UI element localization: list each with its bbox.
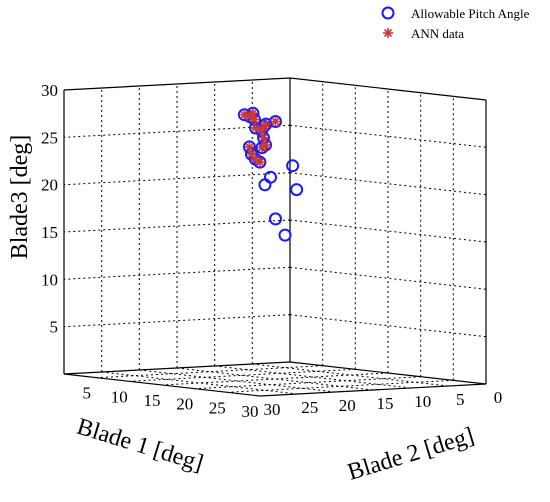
asterisk-stroke (245, 142, 254, 152)
asterisk-stroke (251, 154, 260, 164)
y-tick-label: 10 (111, 387, 128, 406)
axis-box (63, 77, 487, 397)
asterisk-stroke (259, 133, 268, 142)
floor-grid-line (176, 367, 374, 391)
axis-box-edge (63, 77, 291, 91)
ann-data-point (259, 121, 269, 132)
z-tick-label: 5 (50, 318, 59, 337)
floor-grid-line (96, 365, 323, 379)
asterisk-stroke (255, 157, 265, 167)
asterisk-stroke (240, 110, 249, 119)
ann-data-point (270, 116, 281, 127)
floor-grid-line (161, 372, 389, 386)
y-tick-label: 5 (82, 384, 91, 403)
asterisk-stroke (250, 115, 259, 124)
ann-data-point (254, 157, 265, 168)
legend-label-allowable: Allowable Pitch Angle (411, 6, 530, 21)
z-tick-label: 25 (41, 128, 58, 147)
allowable-pitch-point (264, 170, 277, 184)
y-axis-label: Blade 2 [deg] (345, 423, 478, 486)
allowable-pitch-point (269, 212, 282, 226)
allowable-pitch-point (278, 228, 292, 242)
ann-data-point (258, 132, 269, 143)
floor-grid-line (227, 379, 454, 393)
x-tick-label: 20 (339, 396, 356, 415)
asterisk-stroke (257, 143, 267, 152)
z-tick-label: 20 (41, 176, 58, 195)
legend: Allowable Pitch Angle ANN data (381, 6, 530, 41)
axis-box-edge (63, 373, 261, 397)
z-tick-label: 30 (41, 81, 58, 100)
x-tick-label: 0 (494, 388, 503, 407)
asterisk-stroke (383, 28, 393, 38)
axis-box-edge (289, 361, 487, 385)
ann-data-point (250, 122, 261, 133)
x-tick-label: 25 (301, 398, 318, 417)
x-tick-label: 10 (414, 392, 431, 411)
asterisk-stroke (251, 123, 260, 133)
z-axis-label: Blade3 [deg] (7, 135, 33, 260)
legend-asterisk-marker (383, 28, 393, 38)
asterisk-stroke (259, 122, 269, 131)
asterisk-stroke (245, 112, 255, 121)
ann-data-point (244, 141, 255, 152)
y-tick-label: 20 (176, 395, 193, 414)
legend-label-ann: ANN data (411, 26, 464, 41)
x-tick-label: 30 (264, 400, 281, 419)
legend-asterisk-glyph (383, 28, 393, 38)
y-tick-label: 30 (242, 402, 259, 421)
grid-lines (63, 80, 487, 395)
legend-circle-marker (381, 6, 395, 20)
y-tick-label: 25 (209, 398, 226, 417)
y-tick-label: 15 (144, 391, 161, 410)
ann-data-point (246, 149, 257, 160)
tick-labels: 0 5 10 15 20 25 30 5 10 15 20 25 30 5 10 15 20 25 30 (41, 81, 502, 421)
x-tick-label: 15 (377, 394, 394, 413)
data-points (237, 106, 304, 242)
axis-box-edge (259, 383, 487, 397)
x-axis-label: Blade 1 [deg] (74, 414, 207, 477)
asterisk-stroke (271, 117, 280, 126)
floor-grid-line (101, 371, 298, 395)
x-tick-label: 5 (456, 390, 465, 409)
allowable-pitch-point (290, 183, 304, 197)
allowable-pitch-point (258, 178, 272, 192)
axis-box-edge (289, 77, 487, 101)
allowable-pitch-point (286, 159, 300, 173)
ann-data-point (249, 114, 260, 125)
z-tick-label: 15 (41, 223, 58, 242)
axis-box-edge (63, 361, 291, 375)
allowable-pitch-point (257, 119, 271, 133)
asterisk-stroke (247, 150, 256, 159)
allowable-pitch-point (253, 155, 267, 169)
ann-data-point (257, 142, 267, 153)
floor-grid-line (252, 363, 449, 387)
z-tick-label: 10 (41, 270, 58, 289)
